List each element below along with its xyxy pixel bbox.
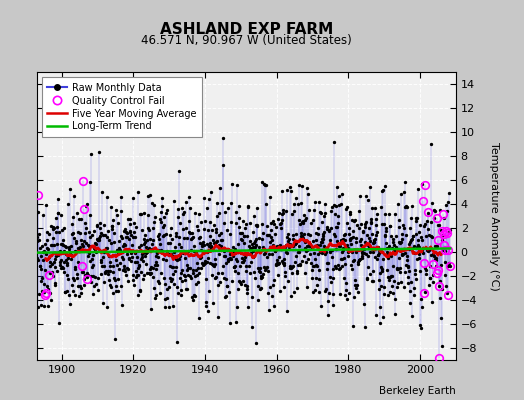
Text: 46.571 N, 90.967 W (United States): 46.571 N, 90.967 W (United States) <box>141 34 352 47</box>
Legend: Raw Monthly Data, Quality Control Fail, Five Year Moving Average, Long-Term Tren: Raw Monthly Data, Quality Control Fail, … <box>41 77 202 137</box>
Text: ASHLAND EXP FARM: ASHLAND EXP FARM <box>160 22 333 37</box>
Y-axis label: Temperature Anomaly (°C): Temperature Anomaly (°C) <box>489 142 499 290</box>
Text: Berkeley Earth: Berkeley Earth <box>379 386 456 396</box>
